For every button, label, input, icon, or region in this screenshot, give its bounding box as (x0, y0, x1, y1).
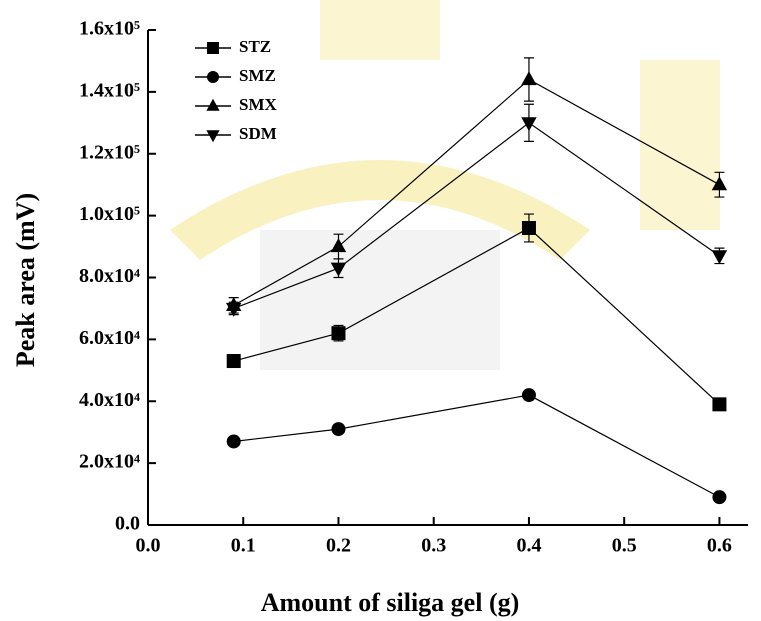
legend-marker (206, 130, 219, 142)
x-tick-label: 0.2 (326, 535, 351, 557)
legend-label: STZ (239, 37, 271, 56)
data-point (331, 422, 345, 436)
legend-label: SMX (239, 95, 278, 114)
data-point (522, 221, 536, 235)
x-tick-label: 0.5 (612, 535, 637, 557)
y-tick-label: 1.0x10⁵ (79, 203, 140, 225)
legend-label: SMZ (239, 66, 276, 85)
series-line (234, 395, 720, 497)
data-point (521, 117, 536, 131)
data-point (522, 388, 536, 402)
chart: Amount of siliga gel (g) Peak area (mV) … (0, 0, 761, 621)
y-tick-label: 8.0x10⁴ (79, 265, 140, 287)
y-tick-label: 1.4x10⁵ (79, 79, 140, 101)
data-point (227, 434, 241, 448)
data-point (712, 490, 726, 504)
x-tick-label: 0.6 (707, 535, 732, 557)
x-tick-label: 0.0 (136, 535, 161, 557)
data-point (521, 71, 536, 85)
y-tick-label: 6.0x10⁴ (79, 327, 140, 349)
legend-marker (207, 42, 219, 54)
legend-label: SDM (239, 124, 277, 143)
data-point (712, 250, 727, 264)
data-point (227, 354, 241, 368)
y-tick-label: 4.0x10⁴ (79, 389, 140, 411)
data-point (712, 397, 726, 411)
legend-marker (207, 71, 219, 83)
x-tick-label: 0.1 (231, 535, 256, 557)
legend-marker (206, 99, 219, 111)
x-axis-label: Amount of siliga gel (g) (261, 588, 520, 617)
y-tick-label: 2.0x10⁴ (79, 451, 140, 473)
y-tick-label: 0.0 (115, 513, 140, 535)
data-point (331, 326, 345, 340)
y-tick-label: 1.2x10⁵ (79, 141, 140, 163)
y-axis-label: Peak area (mV) (11, 193, 40, 367)
x-tick-label: 0.3 (421, 535, 446, 557)
y-tick-label: 1.6x10⁵ (79, 18, 140, 40)
x-tick-label: 0.4 (516, 535, 541, 557)
